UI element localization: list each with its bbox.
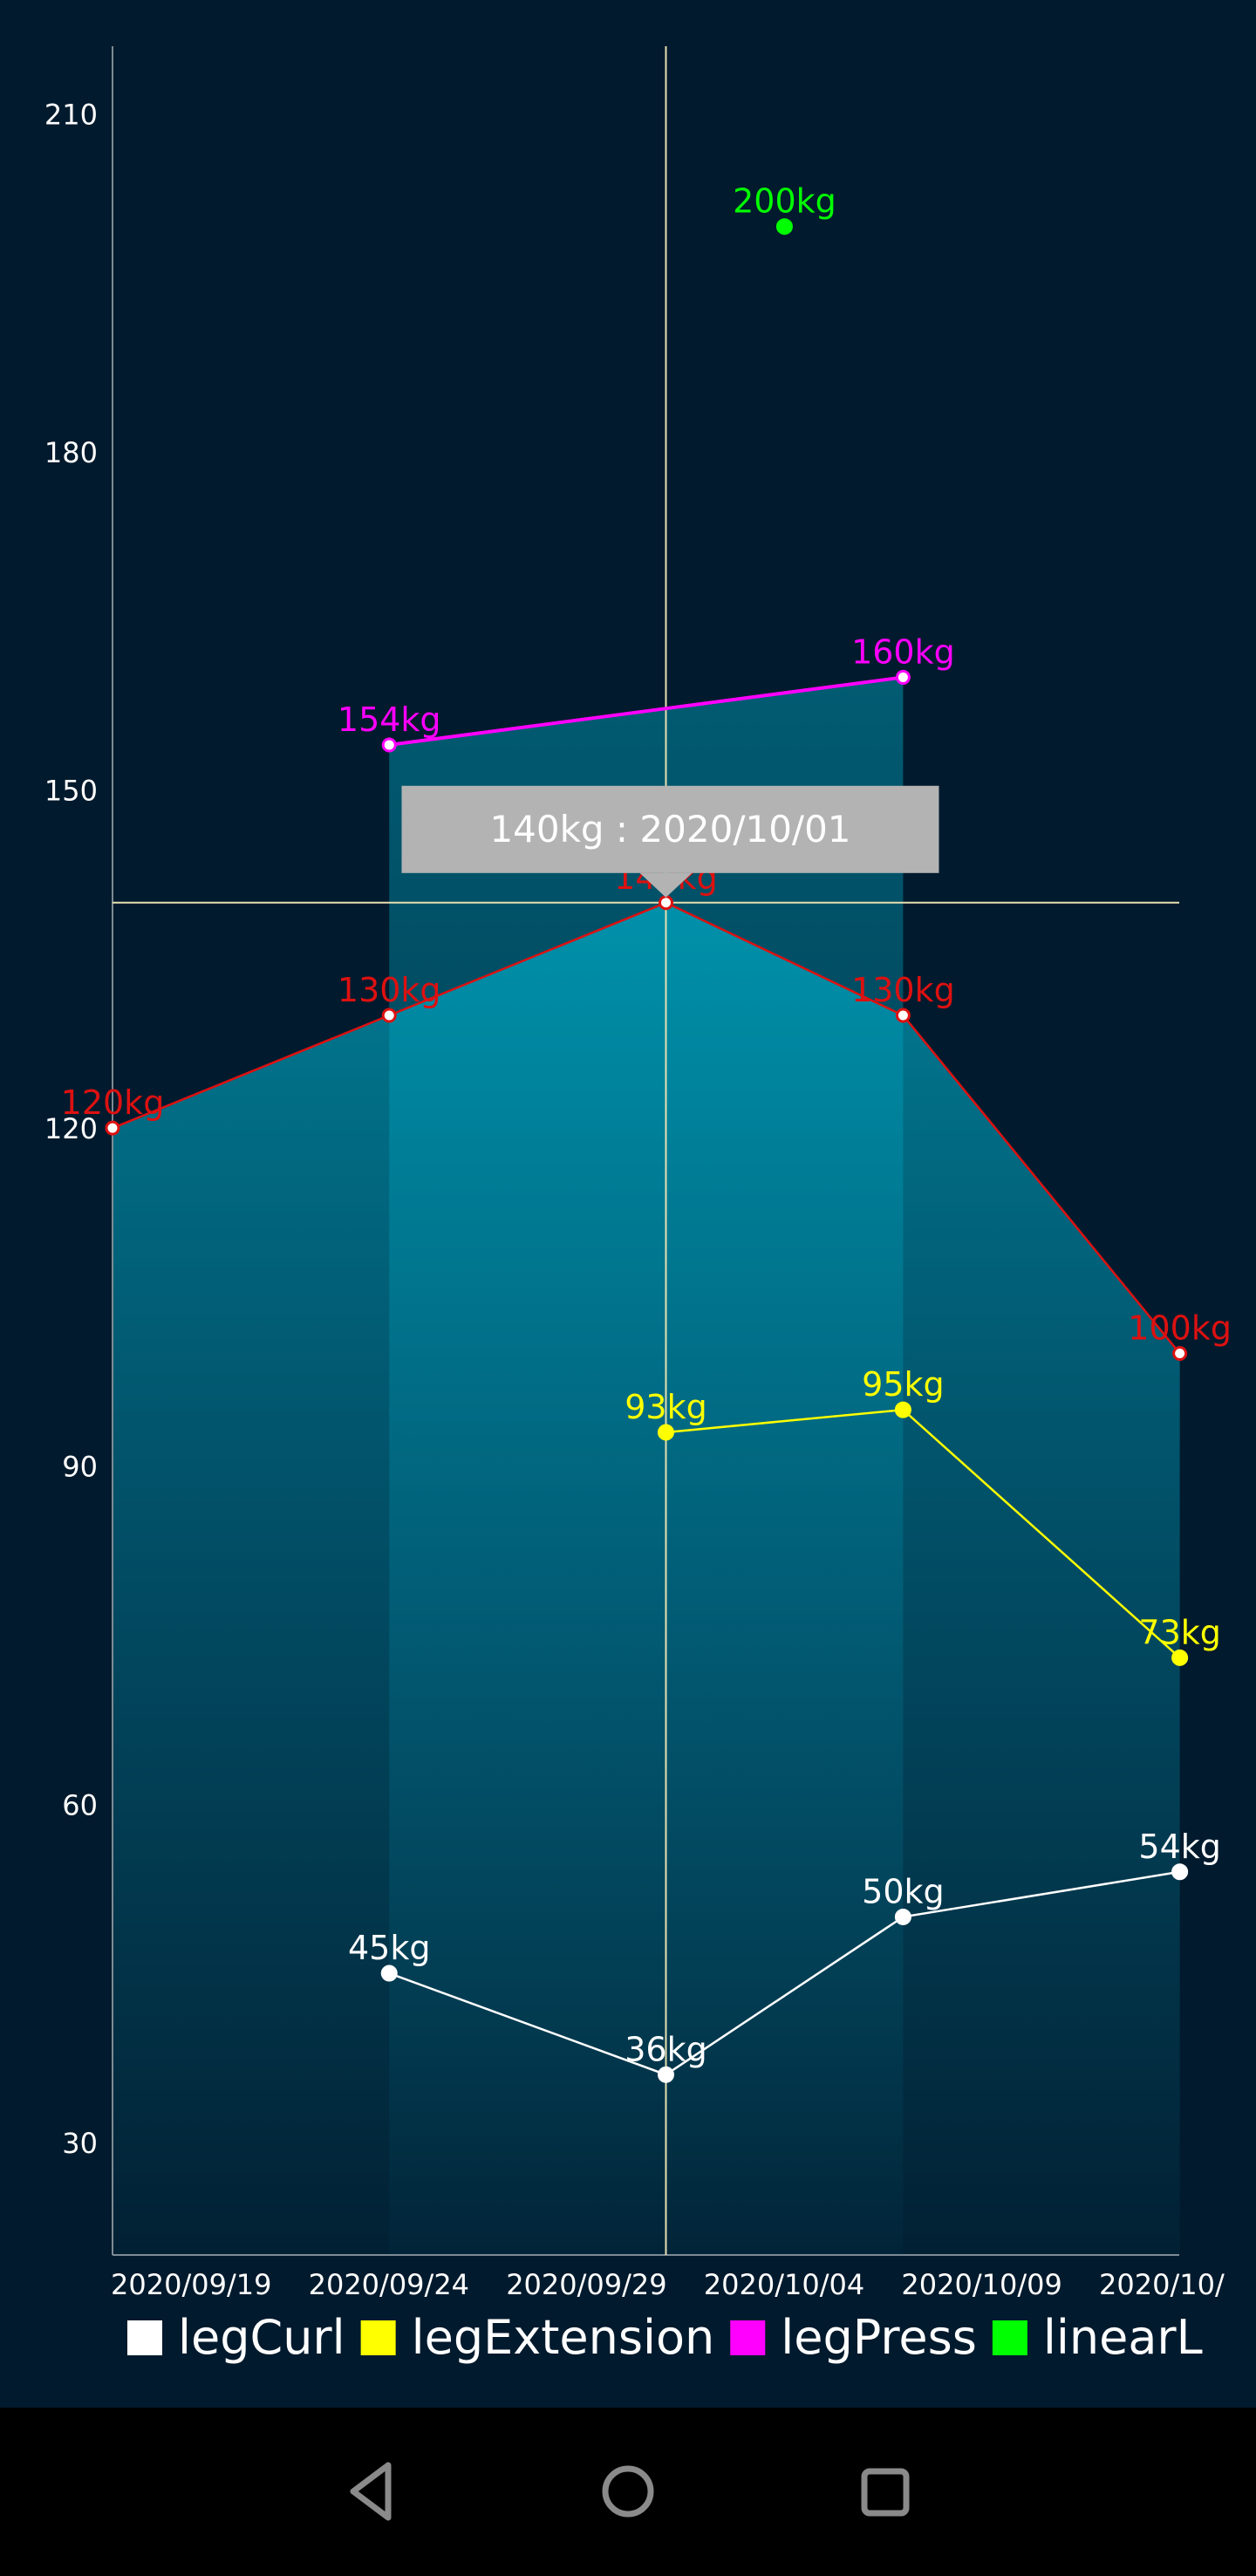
navigation-bar (0, 2408, 1256, 2576)
data-point (1171, 1863, 1189, 1881)
data-point (1172, 1346, 1188, 1362)
legend-swatch (730, 2320, 766, 2355)
data-label: 45kg (348, 1929, 430, 1967)
tooltip-pointer (639, 872, 693, 898)
data-point (894, 1401, 911, 1418)
series-lines (105, 218, 1189, 2083)
legend-swatch (127, 2320, 162, 2355)
y-tick-label: 60 (62, 1788, 98, 1821)
data-label: 130kg (338, 971, 441, 1009)
data-label: 154kg (338, 700, 441, 739)
data-point (380, 1964, 398, 1982)
axes: 210 180 150 120 90 60 30 2020/09/19 2020/09/24 20… (44, 46, 1225, 2301)
legend-label: linearL (1043, 2310, 1203, 2365)
tooltip-box (401, 785, 939, 873)
legend: legCurl legExtension legPress linearL (127, 2310, 1203, 2365)
tooltip: 140kg : 2020/10/01 (401, 785, 939, 898)
data-point (775, 218, 793, 236)
y-tick-label: 90 (62, 1451, 98, 1484)
x-tick-label: 2020/09/19 (111, 2268, 271, 2301)
highlight-crosshair (113, 46, 1179, 2255)
y-tick-label: 30 (62, 2127, 98, 2160)
data-label: 93kg (625, 1388, 706, 1426)
data-label: 100kg (1128, 1309, 1232, 1348)
data-point (658, 895, 673, 911)
chart: 210 180 150 120 90 60 30 2020/09/19 2020/09/24 20… (44, 46, 1232, 2365)
y-tick-label: 210 (44, 99, 98, 132)
tooltip-text: 140kg : 2020/10/01 (489, 808, 850, 851)
x-tick-label: 2020/10/09 (901, 2268, 1061, 2301)
back-icon[interactable] (318, 2408, 423, 2576)
data-label: 36kg (625, 2030, 706, 2068)
x-tick-label: 2020/10/04 (704, 2268, 864, 2301)
data-label: 130kg (851, 971, 955, 1009)
x-tick-label: 2020/10/ (1099, 2268, 1225, 2301)
data-point (894, 1908, 911, 1925)
y-tick-label: 180 (44, 436, 98, 469)
y-tick-label: 120 (44, 1112, 98, 1145)
data-label: 50kg (862, 1872, 944, 1910)
data-label: 120kg (61, 1083, 165, 1122)
series-line-legCurl (388, 1870, 1180, 2076)
data-point (895, 669, 911, 685)
data-point (1171, 1649, 1189, 1666)
x-tick-label: 2020/09/29 (506, 2268, 666, 2301)
legend-swatch (992, 2320, 1027, 2355)
area-fills (113, 677, 1180, 2255)
legend-swatch (360, 2320, 396, 2355)
legend-label: legPress (781, 2310, 977, 2365)
series-line-legPress (388, 675, 904, 747)
y-tick-label: 150 (44, 775, 98, 808)
data-point (381, 1008, 397, 1023)
data-label: 54kg (1138, 1828, 1220, 1866)
data-point (657, 2066, 674, 2083)
area-fill-series-4 (113, 902, 1180, 2255)
x-tick-label: 2020/09/24 (309, 2268, 469, 2301)
recents-icon[interactable] (833, 2408, 938, 2576)
data-label: 73kg (1138, 1613, 1220, 1651)
legend-label: legCurl (178, 2310, 345, 2365)
data-point (105, 1120, 120, 1136)
data-label: 95kg (862, 1365, 944, 1404)
data-point (657, 1424, 674, 1441)
legend-label: legExtension (412, 2310, 715, 2365)
home-icon[interactable] (576, 2408, 680, 2576)
data-label: 160kg (851, 632, 955, 671)
data-point (895, 1008, 911, 1023)
data-point (381, 737, 397, 753)
data-label: 200kg (733, 182, 836, 221)
